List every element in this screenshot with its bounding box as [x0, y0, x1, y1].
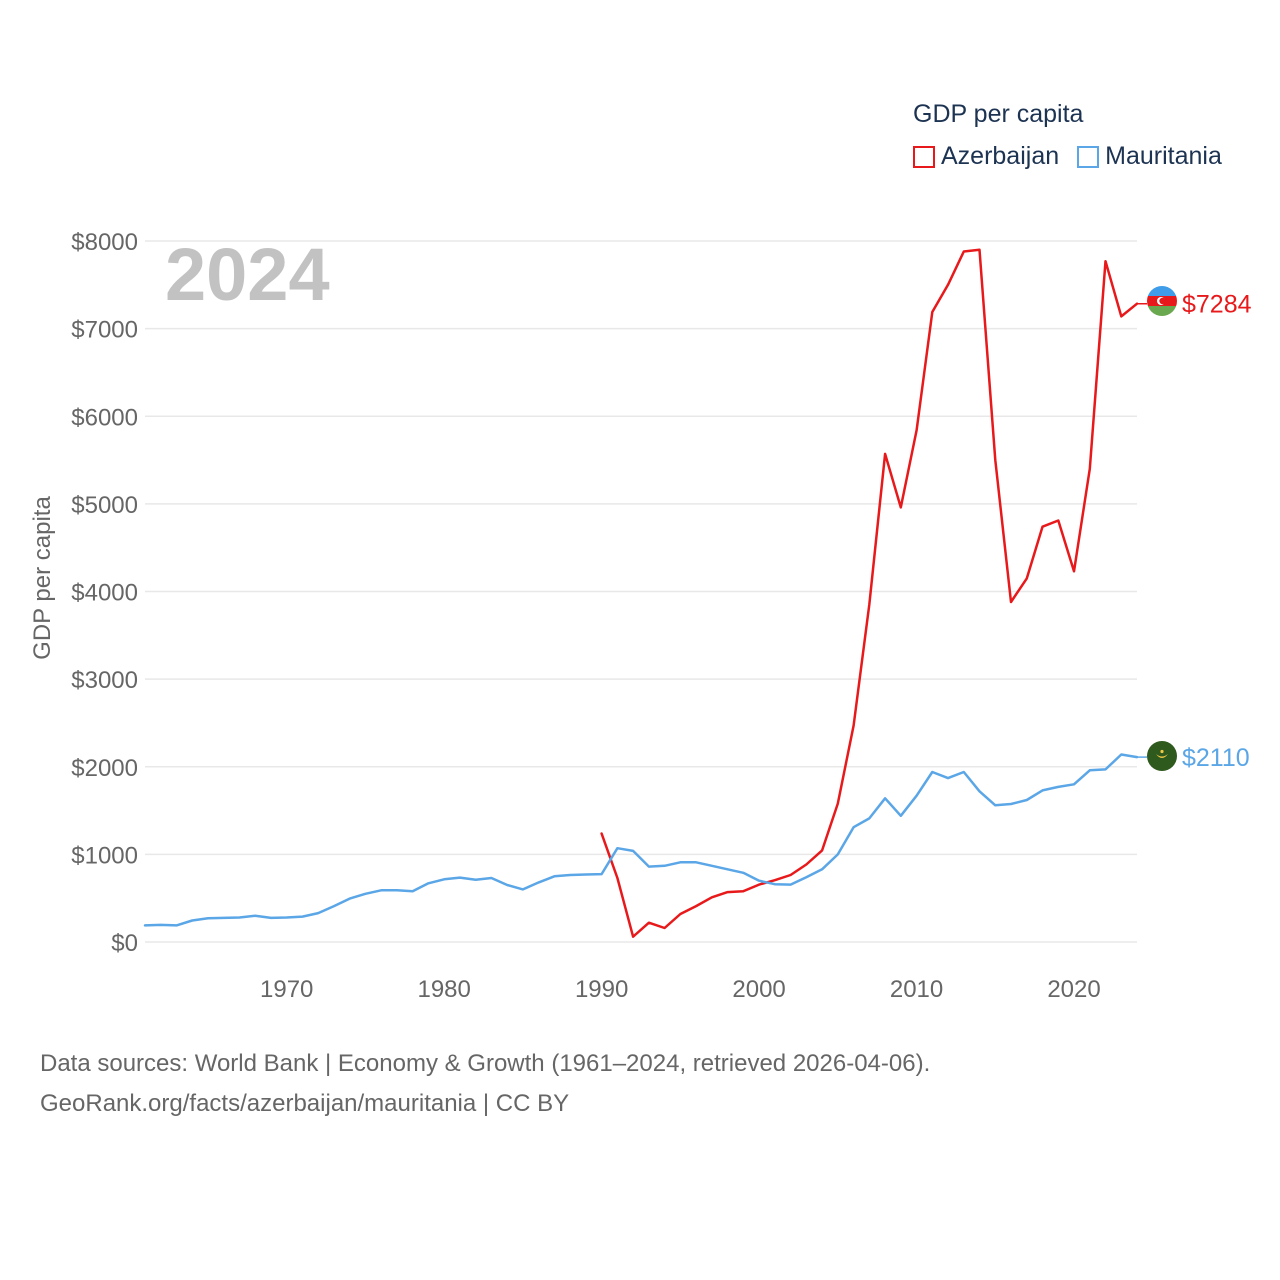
footer-credit: GeoRank.org/facts/azerbaijan/mauritania …: [40, 1090, 570, 1117]
y-tick-label: $0: [111, 930, 138, 957]
y-tick-label: $6000: [71, 404, 138, 431]
x-tick-label: 1980: [417, 976, 470, 1003]
x-tick-label: 1970: [260, 976, 313, 1003]
legend-title: GDP per capita: [913, 100, 1084, 128]
y-axis-title: GDP per capita: [29, 496, 56, 660]
legend: Azerbaijan Mauritania: [913, 142, 1240, 171]
legend-label-azerbaijan: Azerbaijan: [941, 142, 1060, 170]
azerbaijan-flag-icon: [1147, 286, 1177, 316]
y-tick-label: $4000: [71, 580, 138, 607]
year-label: 2024: [165, 233, 330, 316]
x-tick-label: 2010: [890, 976, 943, 1003]
y-tick-label: $3000: [71, 667, 138, 694]
x-tick-label: 2000: [732, 976, 785, 1003]
legend-item-mauritania[interactable]: Mauritania: [1077, 142, 1222, 171]
series-line-azerbaijan: [600, 248, 1139, 938]
y-tick-label: $5000: [71, 492, 138, 519]
footer: Data sources: World Bank | Economy & Gro…: [40, 1044, 930, 1124]
y-tick-label: $1000: [71, 842, 138, 869]
x-tick-label: 2020: [1047, 976, 1100, 1003]
y-tick-label: $8000: [71, 229, 138, 256]
legend-item-azerbaijan[interactable]: Azerbaijan: [913, 142, 1059, 171]
end-label-mauritania: $2110: [1182, 744, 1250, 772]
y-tick-label: $2000: [71, 755, 138, 782]
end-label-azerbaijan: $7284: [1182, 291, 1252, 319]
series-line-mauritania: [143, 753, 1139, 927]
legend-label-mauritania: Mauritania: [1105, 142, 1222, 170]
y-tick-label: $7000: [71, 317, 138, 344]
footer-sources: Data sources: World Bank | Economy & Gro…: [40, 1050, 931, 1077]
legend-swatch-mauritania: [1077, 145, 1100, 168]
legend-swatch-azerbaijan: [913, 145, 935, 168]
line-chart: $0 $1000 $2000 $3000 $4000 $5000 $6000 $7000 $80…: [29, 229, 1252, 1003]
x-tick-label: 1990: [575, 976, 628, 1003]
mauritania-flag-icon: [1147, 741, 1177, 771]
